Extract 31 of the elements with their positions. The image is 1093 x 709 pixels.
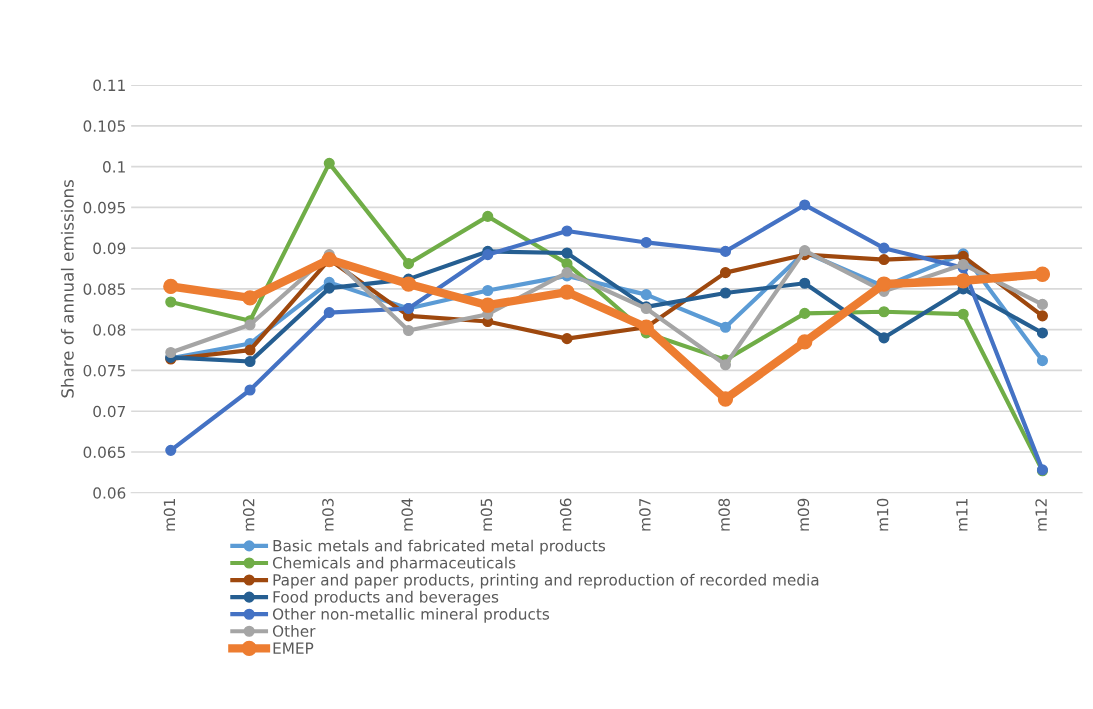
- x-tick-label: m01: [163, 499, 176, 531]
- y-tick-label: 0.105: [83, 120, 125, 132]
- legend-label: Chemicals and pharmaceuticals: [272, 556, 516, 572]
- legend-label: Food products and beverages: [273, 590, 499, 606]
- x-tick-label: m04: [401, 498, 413, 531]
- x-tick-label: m07: [639, 498, 651, 531]
- legend-label: Basic metals and fabricated metal products: [273, 539, 606, 555]
- y-tick-label: 0.1: [103, 161, 125, 173]
- legend-label: EMEP: [273, 642, 314, 654]
- y-tick-label: 0.075: [83, 364, 125, 377]
- x-tick-label: m02: [242, 499, 255, 531]
- legend-label: Paper and paper products, printing and reproduction of recorded media: [273, 573, 819, 589]
- y-tick-label: 0.085: [83, 283, 125, 295]
- y-tick-label: 0.09: [93, 242, 126, 255]
- y-tick-label: 0.065: [83, 446, 125, 459]
- y-axis-title: Share of annual emissions: [60, 180, 74, 398]
- y-tick-label: 0.07: [93, 405, 125, 418]
- x-tick-label: m03: [322, 498, 334, 531]
- legend-label: Other non-metallic mineral products: [272, 607, 550, 623]
- y-tick-label: 0.08: [93, 324, 126, 336]
- legend-label: Other: [272, 625, 316, 637]
- x-tick-label: m09: [797, 498, 810, 531]
- x-tick-label: m11: [956, 499, 968, 531]
- x-tick-label: m08: [718, 498, 730, 531]
- y-tick-label: 0.095: [83, 201, 125, 214]
- x-tick-label: m12: [1035, 499, 1047, 531]
- y-tick-label: 0.11: [93, 79, 125, 92]
- x-tick-label: m05: [480, 498, 493, 531]
- x-tick-label: m06: [559, 498, 572, 531]
- x-tick-label: m10: [876, 498, 889, 531]
- y-tick-label: 0.06: [93, 487, 126, 499]
